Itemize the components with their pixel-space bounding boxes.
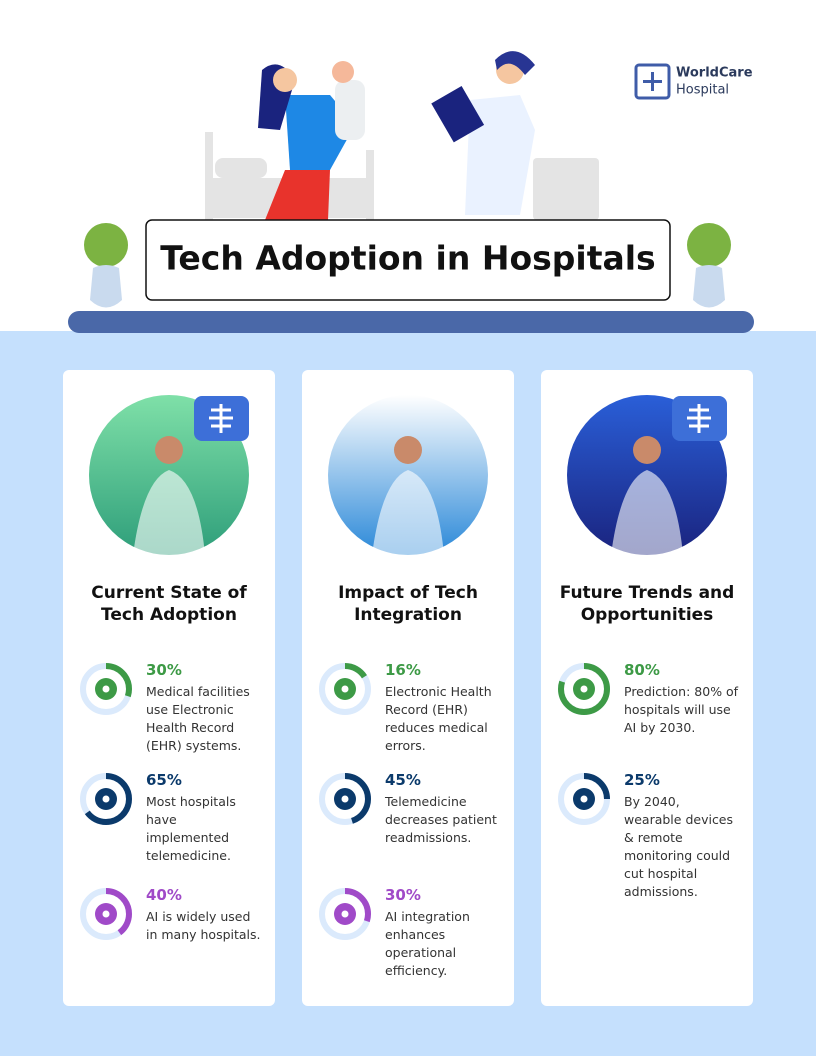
title: Tech Adoption in Hospitals xyxy=(160,239,655,278)
column-heading: Impact of Tech Integration xyxy=(338,583,478,625)
ring-icon-dot xyxy=(102,795,110,803)
stat-ring xyxy=(558,663,610,715)
logo-name: WorldCare xyxy=(676,66,753,81)
stat-description: AI integration enhances operational effi… xyxy=(385,909,470,978)
stat-ring xyxy=(558,773,610,825)
ring-icon-dot xyxy=(580,795,588,803)
xray-icon xyxy=(209,404,233,433)
figure-body xyxy=(372,470,444,555)
card-illustration xyxy=(89,395,249,555)
stat-description: Most hospitals have implemented telemedi… xyxy=(146,794,236,863)
ring-icon-dot xyxy=(341,795,349,803)
ring-icon-dot xyxy=(102,685,110,693)
card-illustration xyxy=(567,395,727,555)
stat-description: Prediction: 80% of hospitals will use AI… xyxy=(624,684,739,735)
card-illustration xyxy=(328,395,488,555)
card: Future Trends and Opportunities 80% Predic… xyxy=(541,370,753,1006)
stat-label: 25% xyxy=(624,771,660,789)
logo-subtitle: Hospital xyxy=(676,83,729,98)
header-illustration: Tech Adoption in Hospitals WorldCare Hos… xyxy=(68,51,754,333)
ring-value xyxy=(558,773,610,825)
ring-value xyxy=(80,773,132,825)
ring-value xyxy=(319,663,371,715)
stat-label: 30% xyxy=(146,661,182,679)
figure-head xyxy=(633,436,661,464)
stat-ring xyxy=(319,663,371,715)
stat-ring xyxy=(80,888,132,940)
figure-head xyxy=(394,436,422,464)
ring-icon-dot xyxy=(341,910,349,918)
xray-icon xyxy=(687,404,711,433)
stat-description: AI is widely used in many hospitals. xyxy=(146,909,261,942)
card: Current State of Tech Adoption 30% Medical… xyxy=(63,370,275,1006)
ring-value xyxy=(319,888,371,940)
column-heading: Current State of Tech Adoption xyxy=(91,583,247,625)
ring-value xyxy=(80,888,132,940)
ring-value xyxy=(558,663,610,715)
stat-label: 30% xyxy=(385,886,421,904)
stat-description: Medical facilities use Electronic Health… xyxy=(146,684,250,753)
ring-icon-dot xyxy=(341,685,349,693)
ring-icon-dot xyxy=(102,910,110,918)
stat-label: 80% xyxy=(624,661,660,679)
stat-label: 40% xyxy=(146,886,182,904)
figure-body xyxy=(133,470,205,555)
figure-head xyxy=(155,436,183,464)
figure-body xyxy=(611,470,683,555)
ring-value xyxy=(80,663,132,715)
stat-description: Telemedicine decreases patient readmissi… xyxy=(385,794,497,845)
stat-ring xyxy=(319,888,371,940)
column-heading: Future Trends and Opportunities xyxy=(559,583,735,625)
stat-description: By 2040, wearable devices & remote monit… xyxy=(624,794,734,899)
stat-ring xyxy=(319,773,371,825)
stat-ring xyxy=(80,773,132,825)
ring-value xyxy=(319,773,371,825)
stat-label: 65% xyxy=(146,771,182,789)
stat-description: Electronic Health Record (EHR) reduces m… xyxy=(385,684,492,753)
stat-label: 45% xyxy=(385,771,421,789)
ring-icon-dot xyxy=(580,685,588,693)
stat-ring xyxy=(80,663,132,715)
stat-label: 16% xyxy=(385,661,421,679)
card: Impact of Tech Integration 16% Electronic … xyxy=(302,370,514,1006)
